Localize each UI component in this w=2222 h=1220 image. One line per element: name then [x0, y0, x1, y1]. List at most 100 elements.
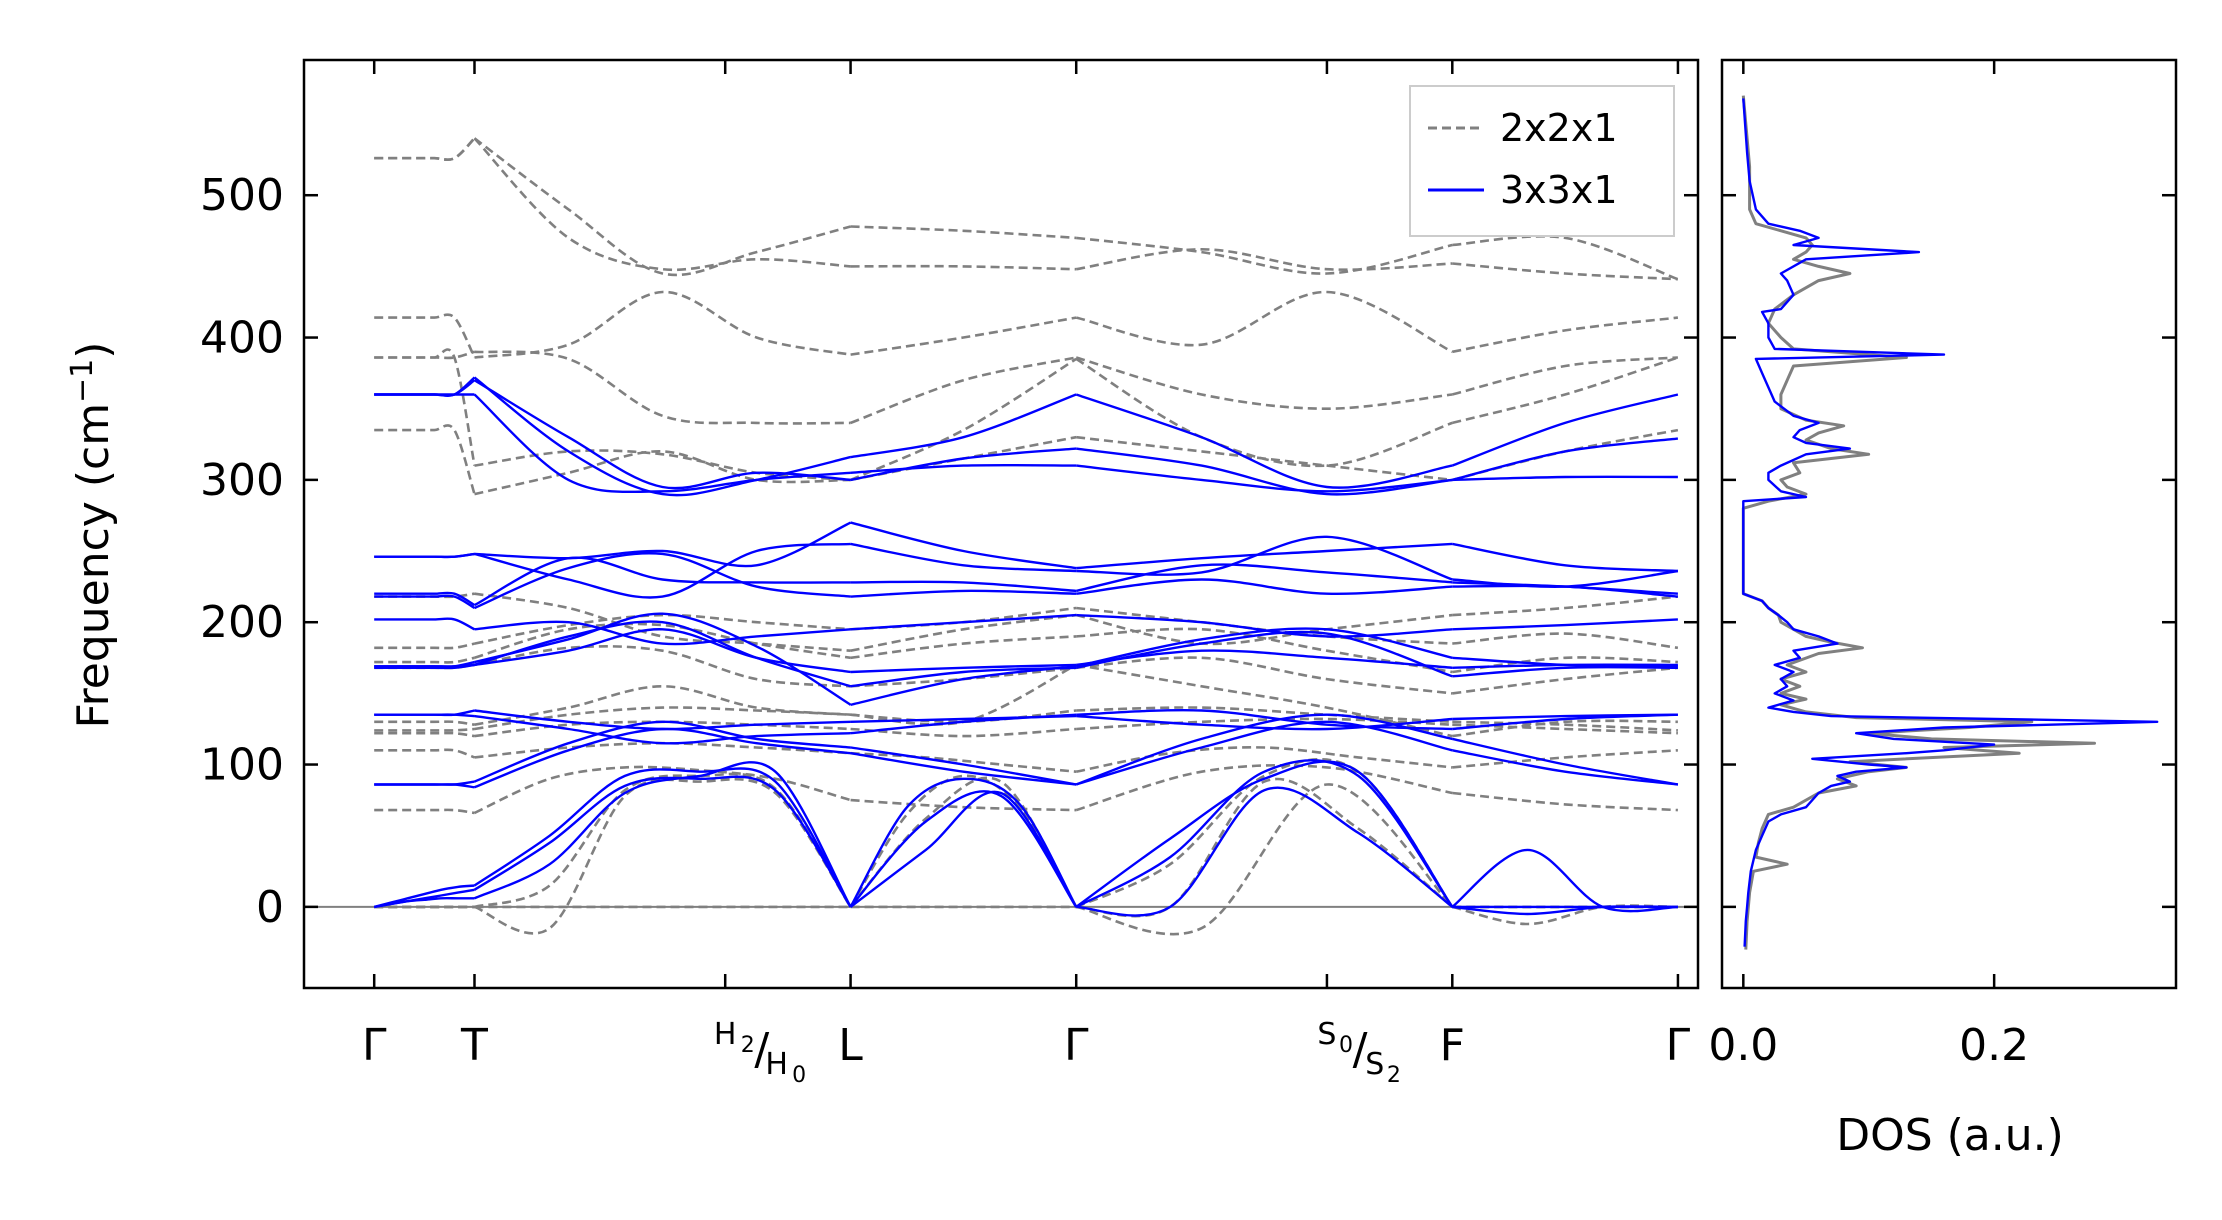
band-2x2x1-13-seg4 [1451, 356, 1679, 425]
band-3x3x1-0-seg3 [1076, 786, 1454, 917]
band-2x2x1-16-seg0 [374, 137, 476, 161]
band-2x2x1-13-seg0 [374, 348, 476, 466]
band-3x3x1-17-seg1 [473, 393, 851, 494]
band-3x3x1-17-seg3 [1076, 464, 1453, 493]
band-2x2x1-4-seg1 [474, 741, 851, 759]
series-3x3x1-bands [373, 376, 1679, 917]
band-2x2x1-7-seg4 [1452, 719, 1678, 738]
x-tick-label-4: Γ [1064, 1020, 1089, 1071]
band-3x3x1-1-seg3 [1075, 759, 1454, 908]
y-tick-label-300: 300 [200, 455, 284, 506]
band-3x3x1-2-seg2 [849, 790, 1078, 908]
band-2x2x1-9-seg0 [374, 656, 475, 664]
y-tick-label-100: 100 [200, 740, 284, 791]
band-3x3x1-1-seg4 [1452, 905, 1678, 916]
band-3x3x1-12-seg4 [1452, 581, 1678, 595]
band-2x2x1-14-seg2 [850, 356, 1077, 425]
y-axis-label-main: Frequency (cm [68, 403, 119, 729]
dos-x-tick-label-0: 0.0 [1708, 1020, 1778, 1071]
band-3x3x1-3-seg3 [1075, 720, 1453, 786]
band-3x3x1-16-seg2 [850, 447, 1077, 482]
band-2x2x1-11-seg3 [1075, 613, 1453, 646]
band-3x3x1-11-seg2 [850, 589, 1077, 598]
x-tick-label-part: S [1365, 1047, 1384, 1082]
x-tick-label-7: Γ [1666, 1020, 1691, 1071]
band-3x3x1-7-seg0 [374, 663, 475, 670]
band-3x3x1-6-seg0 [374, 709, 475, 717]
band-2x2x1-17-seg0 [374, 137, 476, 161]
band-3x3x1-11-seg3 [1076, 578, 1453, 596]
x-tick-label-part: F [1440, 1020, 1465, 1071]
band-2x2x1-0-seg3 [1076, 777, 1454, 918]
band-3x3x1-5-seg3 [1076, 708, 1453, 731]
band-3x3x1-11-seg1 [474, 552, 851, 610]
y-tick-label-500: 500 [200, 170, 284, 221]
band-2x2x1-17-seg4 [1452, 262, 1678, 281]
band-3x3x1-10-seg4 [1452, 618, 1678, 631]
x-tick-label-5: S 0/S 2 [1317, 1017, 1400, 1088]
x-tick-label-part: S [1317, 1017, 1336, 1052]
band-3x3x1-17-seg4 [1452, 475, 1678, 482]
band-3x3x1-16-seg4 [1452, 437, 1679, 482]
band-2x2x1-3-seg0 [374, 808, 475, 815]
band-2x2x1-9-seg2 [850, 635, 1077, 660]
band-2x2x1-2-seg3 [1075, 783, 1454, 936]
band-2x2x1-6-seg3 [1076, 706, 1453, 724]
band-2x2x1-11-seg2 [850, 613, 1077, 652]
band-3x3x1-0-seg1 [473, 775, 852, 908]
band-2x2x1-3-seg4 [1452, 791, 1678, 812]
band-3x3x1-15-seg4 [1451, 393, 1679, 467]
band-3x3x1-11-seg0 [374, 594, 476, 610]
dos-series-2x2x1 [1741, 95, 2096, 950]
band-2x2x1-5-seg3 [1076, 717, 1453, 731]
band-2x2x1-17-seg2 [850, 264, 1077, 271]
x-tick-label-part: Γ [1064, 1020, 1089, 1071]
band-2x2x1-15-seg0 [374, 313, 476, 359]
x-tick-label-part: 2 [1387, 1063, 1401, 1088]
band-2x2x1-13-seg2 [850, 357, 1077, 482]
band-3x3x1-3-seg4 [1452, 749, 1679, 786]
band-3x3x1-6-seg3 [1076, 714, 1453, 731]
x-tick-label-part: Γ [362, 1020, 387, 1071]
band-3x3x1-12-seg3 [1075, 563, 1453, 593]
band-2x2x1-9-seg4 [1452, 656, 1678, 674]
band-2x2x1-17-seg1 [473, 137, 851, 272]
band-2x2x1-17-seg3 [1075, 247, 1453, 271]
x-tick-label-6: F [1440, 1020, 1465, 1071]
band-3x3x1-6-seg2 [850, 714, 1077, 723]
band-2x2x1-12-seg0 [374, 424, 476, 495]
band-3x3x1-2-seg0 [373, 897, 475, 909]
band-2x2x1-3-seg1 [473, 765, 851, 815]
band-2x2x1-15-seg4 [1452, 316, 1679, 354]
band-2x2x1-10-seg4 [1452, 632, 1679, 650]
x-tick-label-part: T [460, 1020, 488, 1071]
x-tick-label-3: L [838, 1020, 863, 1071]
band-2x2x1-12-seg4 [1451, 428, 1679, 482]
band-2x2x1-4-seg2 [850, 751, 1077, 773]
x-axis-high-symmetry-ticks: Γ T H 2/H 0L Γ S 0/S 2F Γ [362, 60, 1691, 1088]
band-3x3x1-1-seg0 [373, 884, 475, 909]
band-3x3x1-2-seg1 [474, 761, 852, 908]
band-2x2x1-13-seg3 [1075, 357, 1453, 468]
band-3x3x1-16-seg1 [473, 379, 851, 490]
x-tick-label-part: H [714, 1017, 737, 1052]
band-2x2x1-10-seg0 [374, 642, 475, 650]
band-3x3x1-2-seg4 [1451, 848, 1678, 913]
band-3x3x1-9-seg2 [850, 665, 1077, 706]
x-tick-label-part: H [765, 1047, 788, 1082]
band-2x2x1-4-seg0 [374, 748, 475, 759]
band-3x3x1-13-seg1 [474, 521, 852, 568]
dos-x-tick-label-1: 0.2 [1959, 1020, 2029, 1071]
band-3x3x1-8-seg3 [1075, 630, 1453, 678]
band-2x2x1-10-seg1 [474, 613, 851, 645]
band-2x2x1-11-seg1 [474, 592, 851, 652]
band-2x2x1-5-seg2 [850, 727, 1077, 738]
dos-panel: 0.0 0.2 DOS (a.u.) [1708, 58, 2178, 1161]
x-tick-label-part: Γ [1666, 1020, 1691, 1071]
band-3x3x1-4-seg4 [1452, 737, 1679, 786]
x-tick-label-part: / [1353, 1024, 1368, 1075]
band-2x2x1-8-seg3 [1076, 656, 1453, 695]
band-3x3x1-13-seg3 [1076, 542, 1453, 570]
band-3x3x1-9-seg4 [1452, 656, 1678, 668]
